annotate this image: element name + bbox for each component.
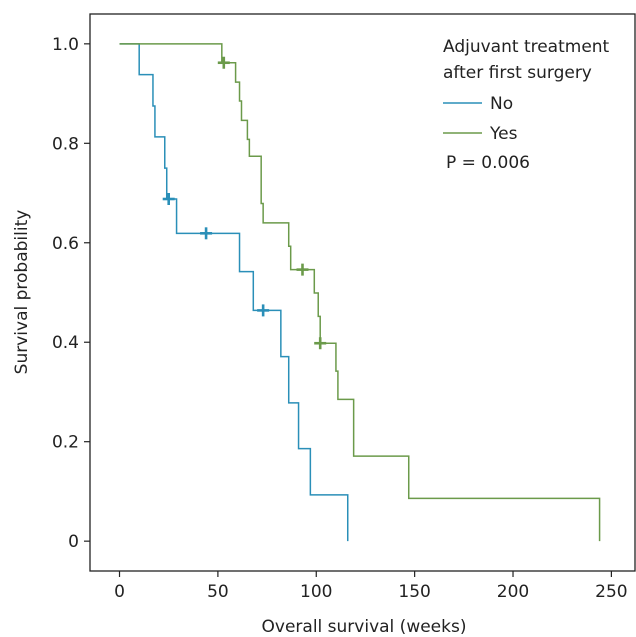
tick-marks [84, 43, 612, 577]
y-tick-label: 1.0 [52, 35, 79, 55]
censor-mark-no [200, 227, 213, 240]
plot-frame [89, 13, 636, 572]
censor-marks [162, 56, 327, 350]
x-tick-label: 0 [114, 582, 125, 602]
censor-mark-yes [296, 263, 309, 276]
y-tick-label: 0.4 [52, 333, 79, 353]
series-line-yes [119, 43, 601, 542]
y-tick-label: 0.6 [52, 234, 79, 254]
x-tick-label: 250 [595, 582, 627, 602]
legend-label-yes: Yes [489, 124, 518, 144]
legend-title-line-1: Adjuvant treatment [443, 37, 610, 57]
p-value-annotation: P = 0.006 [446, 153, 530, 173]
legend-title-line-2: after first surgery [443, 63, 592, 83]
x-axis-label: Overall survival (weeks) [262, 617, 467, 637]
censor-mark-yes [314, 337, 327, 350]
x-tick-label: 50 [207, 582, 229, 602]
x-tick-label: 100 [300, 582, 332, 602]
censor-mark-no [162, 193, 175, 206]
censor-mark-yes [217, 56, 230, 69]
censor-mark-no [257, 304, 270, 317]
y-tick-label: 0 [68, 532, 79, 552]
x-tick-label: 200 [497, 582, 529, 602]
y-axis-label: Survival probability [12, 210, 32, 375]
x-tick-label: 150 [398, 582, 430, 602]
series-line-no [119, 43, 349, 542]
series-group [119, 43, 601, 542]
legend: Adjuvant treatment after first surgery N… [443, 37, 610, 173]
legend-label-no: No [490, 94, 513, 114]
y-tick-label: 0.8 [52, 134, 79, 154]
y-tick-label: 0.2 [52, 433, 79, 453]
